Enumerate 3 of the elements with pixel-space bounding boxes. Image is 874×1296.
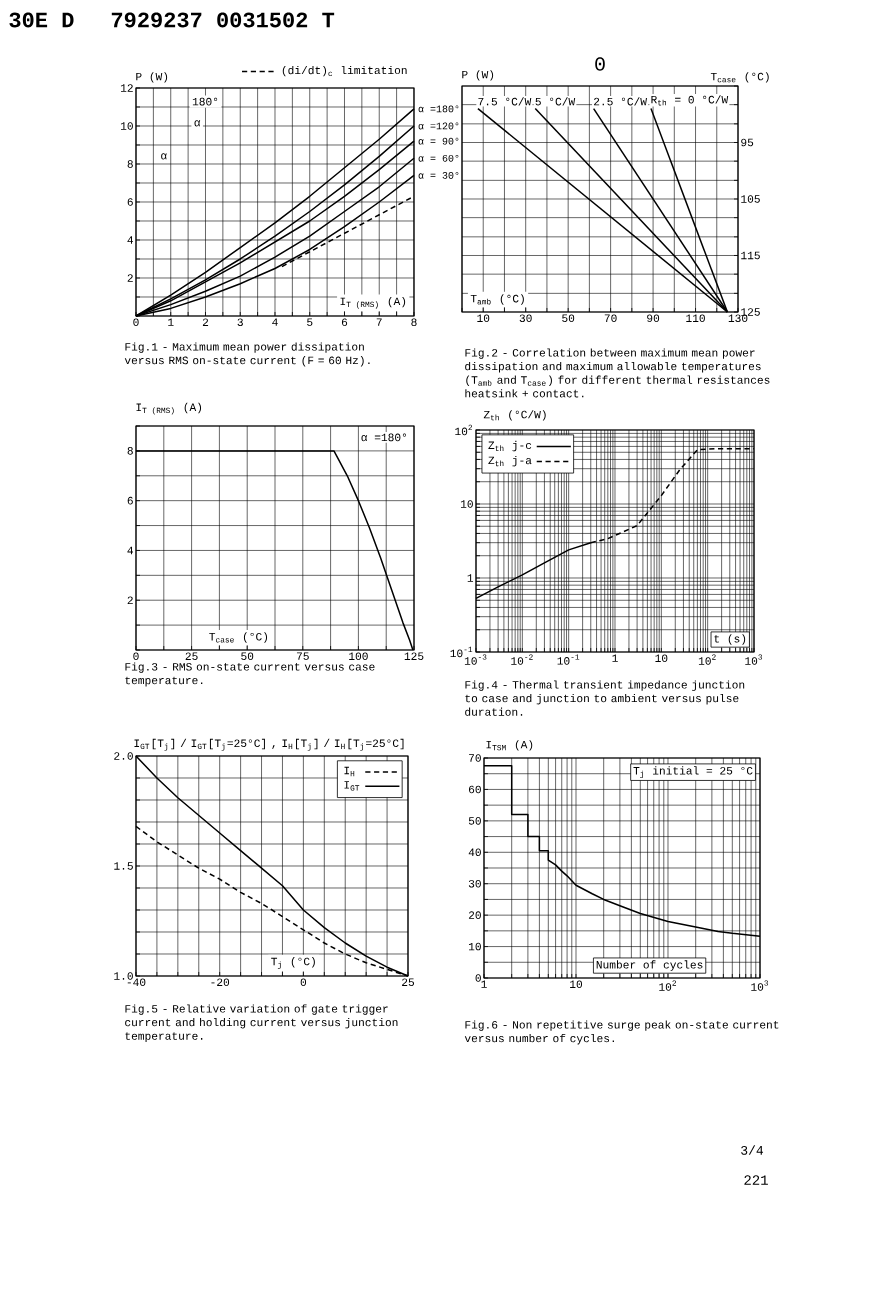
text: 30E D <box>9 12 74 28</box>
text: 7929237 0031502 T <box>111 12 335 28</box>
text: 0 <box>595 57 605 71</box>
